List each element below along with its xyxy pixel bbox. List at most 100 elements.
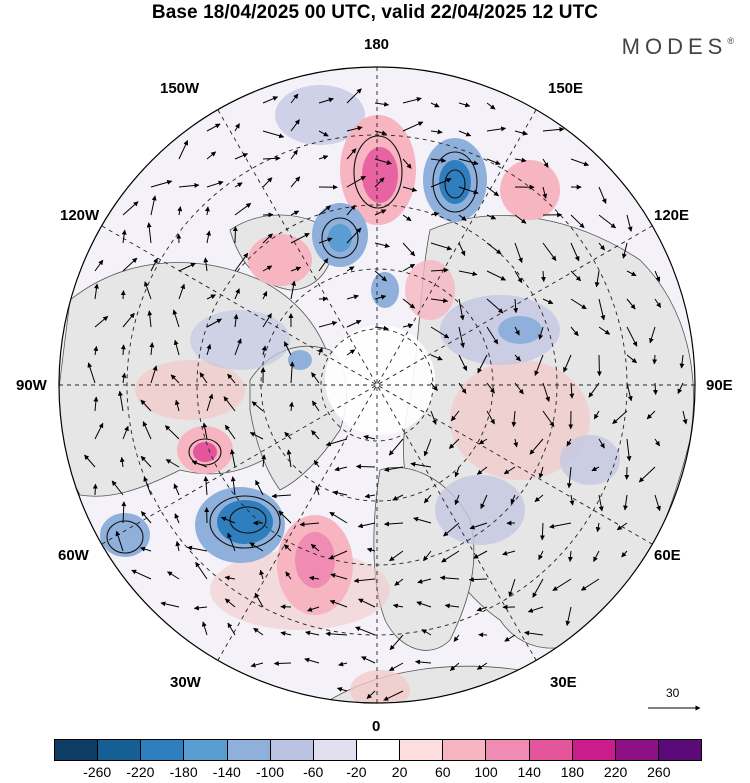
wind-vector-arrow [310,543,320,552]
wind-vector-arrow [441,550,460,563]
wind-vector-arrow [402,96,422,104]
wind-vector-arrow [346,204,356,216]
wind-vector-arrow [318,347,323,356]
wind-vector-arrow [160,601,180,608]
wind-vector-arrow [318,97,334,104]
wind-vector-arrow [355,464,376,470]
map-title: Base 18/04/2025 00 UTC, valid 22/04/2025… [151,2,599,23]
wind-vector-arrow [423,494,432,504]
wind-vector-arrow [94,315,109,328]
wind-vector-arrow [290,93,299,104]
wind-vector-arrow [410,461,432,468]
wind-vector-arrow [255,479,264,496]
wind-vector-arrow [329,511,348,524]
wind-vector-arrow [594,270,600,288]
wind-vector-arrow [570,242,580,262]
wind-vector-arrow [570,214,585,229]
wind-vector-arrow [402,121,424,132]
wind-vector-arrow [338,661,348,667]
wind-vector-arrow [283,341,292,356]
wind-vector-arrow [478,438,488,445]
wind-vector-arrow [430,102,440,108]
wind-vector-arrow [626,382,633,402]
wind-vector-arrow [346,227,362,244]
wind-vector-arrow [511,410,517,428]
wind-vector-arrow [486,410,495,425]
wind-vector-arrow [299,521,320,527]
wind-vectors [84,88,688,701]
wind-vector-arrow [224,424,236,440]
wind-vector-arrow [87,362,96,384]
wind-vector-arrow [206,123,221,132]
wind-vector-arrow [458,298,465,321]
colorbar-tick-label: 220 [603,764,628,780]
wind-vector-arrow [94,259,104,272]
wind-vector-arrow [486,382,495,394]
wind-vector-arrow [234,338,242,356]
wind-vector-arrow [458,186,479,195]
colorbar-segment [400,740,444,760]
wind-vector-arrow [480,494,488,509]
wind-vector-arrow [565,606,572,626]
wind-vector-arrow [150,257,158,272]
wind-vector-arrow [290,280,297,300]
colorbar-tick-label: 260 [647,764,671,780]
wind-vector-arrow [332,490,348,496]
anomaly-positive-strong [295,532,335,588]
wind-vector-arrow [570,298,587,310]
colorbar-tick-label: 180 [560,764,585,780]
colorbar-segment [658,740,702,760]
wind-vector-arrow [593,550,600,562]
contour-lines [106,135,478,554]
colorbar-tick-label: -20 [346,764,367,780]
map-field [59,67,695,703]
anomaly-negative-weak [435,475,525,545]
wind-vector-arrow [164,425,180,440]
wind-vector-arrow [94,283,99,300]
wind-vector-arrow [165,459,180,468]
colorbar-tick-label: -260 [83,764,112,780]
wind-vector-arrow [311,372,320,384]
wind-vector-arrow [122,312,135,328]
label-lon-120e: 120E [654,207,690,224]
wind-vector-arrow [195,561,208,580]
anomaly-positive-strong [193,442,217,462]
wind-vector-arrow [94,422,104,440]
wind-vector-arrow [402,242,416,257]
wind-vector-arrow [224,598,236,608]
wind-vector-arrow [261,454,267,468]
wind-vector-arrow [486,270,507,281]
wind-vector-arrow [415,659,432,665]
wind-vector-arrow [454,466,460,478]
wind-vector-arrow [503,466,516,475]
wind-vector-arrow [458,130,472,137]
wind-vector-arrow [250,662,264,668]
wind-vector-arrow [598,438,605,449]
wind-vector-arrow [318,205,331,216]
wind-vector-arrow [598,242,605,251]
wind-vector-arrow [454,494,460,506]
wind-vector-arrow [122,257,138,272]
wind-vector-arrow [569,494,575,506]
wind-vector-arrow [120,344,126,356]
wind-vector-arrow [286,449,292,468]
wind-vector-arrow [532,578,544,598]
wind-vector-arrow [374,130,387,136]
wind-vector-arrow [453,634,460,642]
wind-vector-arrow [364,493,376,499]
wind-vector-arrow [174,513,180,524]
colorbar-segment [443,740,487,760]
anomaly-positive-strong [362,147,398,203]
label-lon-60w: 60W [58,547,89,564]
wind-vector-arrow [206,230,211,244]
wind-vector-arrow [449,662,460,671]
wind-vector-arrow [313,459,320,468]
wind-vector-arrow [187,545,208,552]
wind-vector-arrow [534,494,544,502]
colorbar-segment [184,740,228,760]
wind-vector-arrow [120,290,126,300]
wind-vector-arrow [121,229,127,244]
label-lon-150w: 150W [160,80,200,97]
wind-vector-arrow [513,298,519,314]
wind-vector-arrow [430,410,437,425]
